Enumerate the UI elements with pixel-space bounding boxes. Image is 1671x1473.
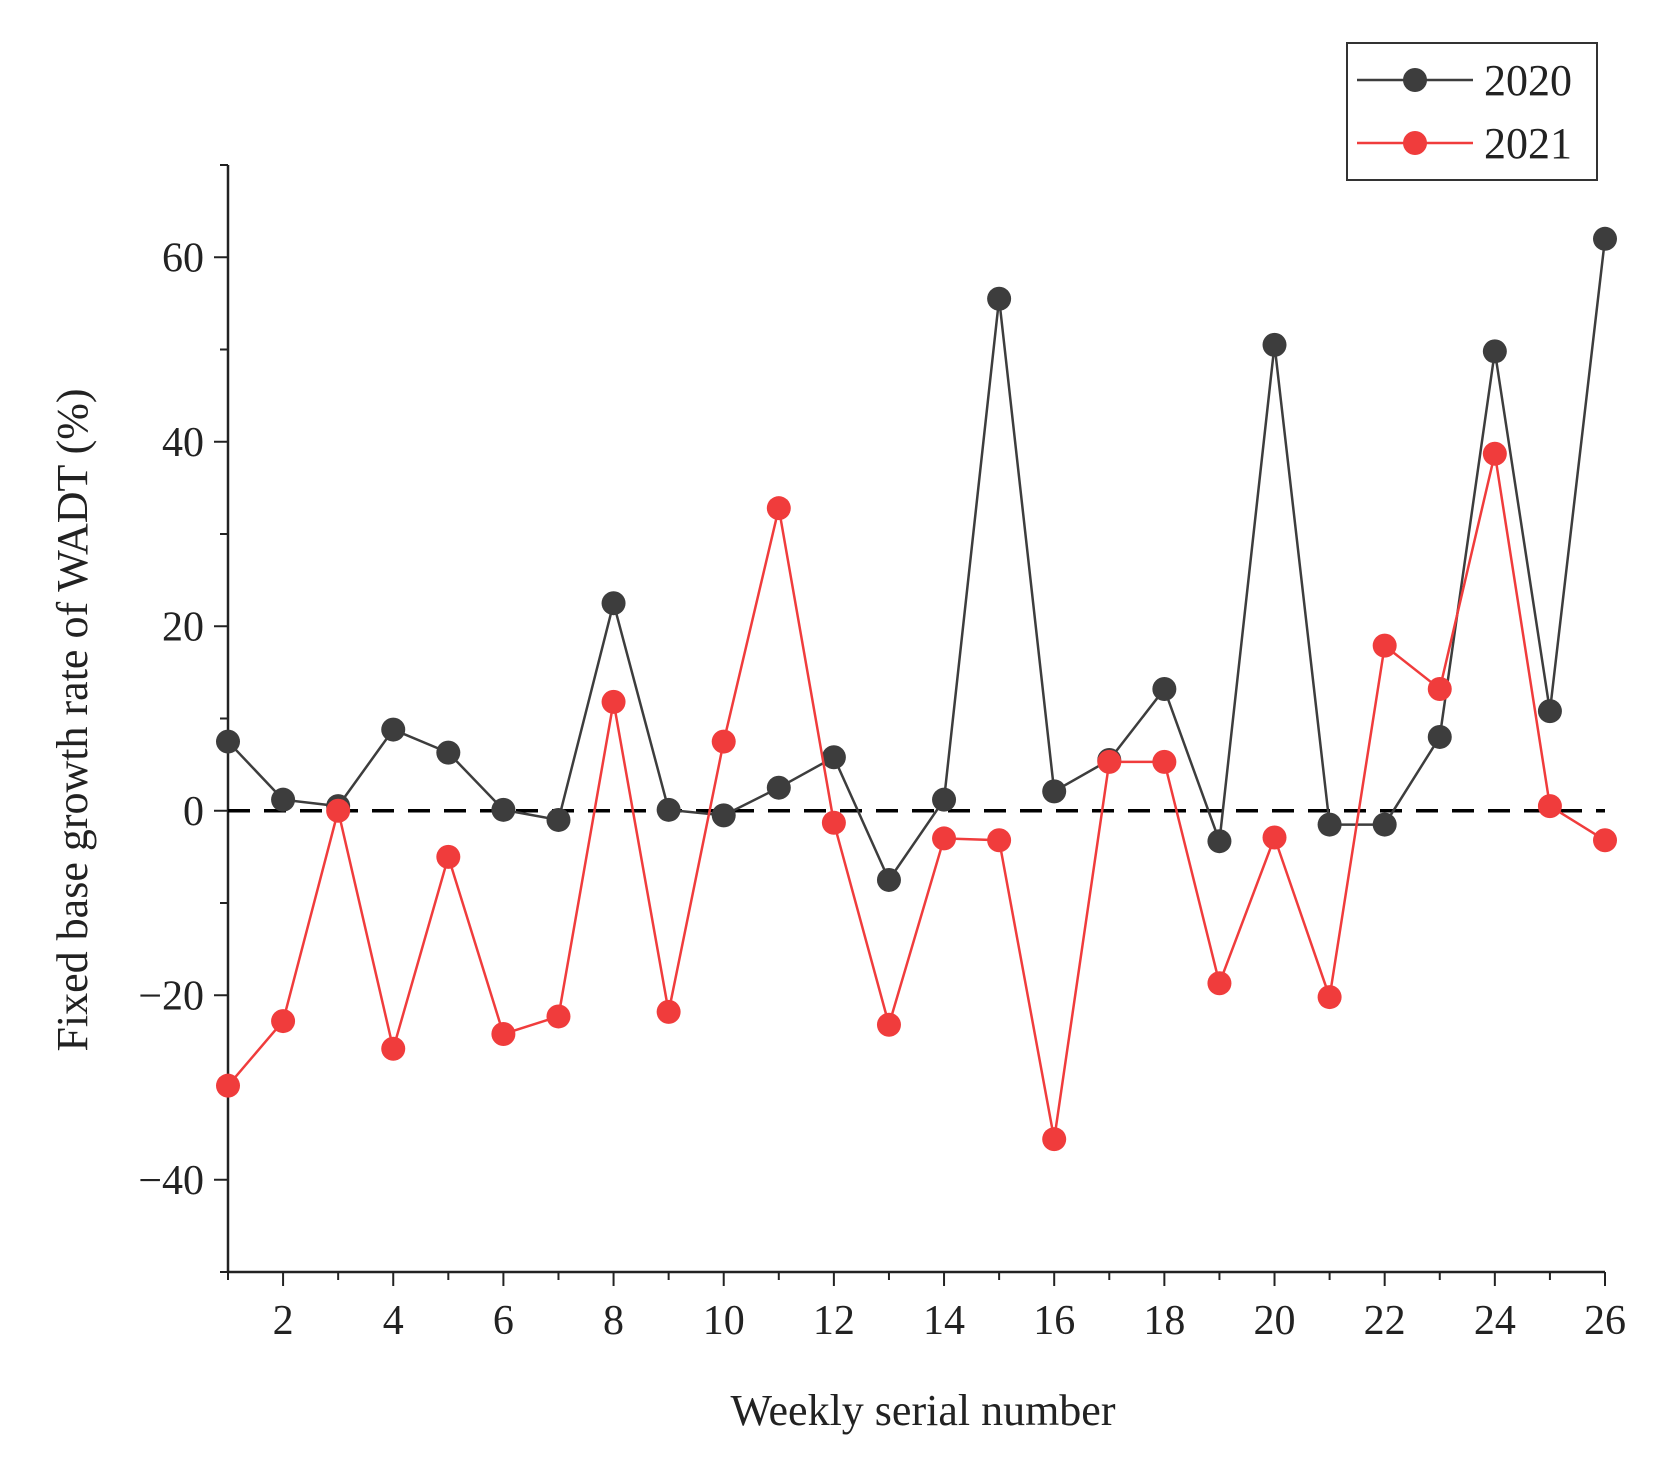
x-tick-label: 2	[273, 1298, 294, 1344]
x-tick-label: 4	[383, 1298, 404, 1344]
data-point-2020	[1593, 226, 1617, 251]
y-tick-label: 60	[162, 235, 204, 281]
x-tick-label: 6	[493, 1298, 514, 1344]
data-point-2020	[546, 807, 571, 832]
data-point-2020	[1427, 724, 1452, 749]
series-2021	[216, 441, 1617, 1152]
y-tick-label: 40	[162, 420, 204, 466]
data-point-2021	[766, 496, 791, 521]
data-point-2021	[491, 1021, 516, 1046]
data-point-2021	[711, 729, 736, 754]
data-point-2021	[216, 1073, 240, 1098]
legend-label-2021: 2021	[1484, 119, 1572, 168]
legend-marker-2021	[1403, 131, 1427, 155]
data-point-2021	[381, 1036, 406, 1061]
data-point-2020	[1152, 676, 1177, 701]
data-point-2021	[1152, 749, 1177, 774]
data-point-2021	[1537, 794, 1562, 819]
data-point-2020	[656, 797, 681, 822]
series-line-2021	[227, 453, 1606, 1140]
data-point-2021	[1372, 633, 1397, 658]
legend: 2020 2021	[1346, 42, 1598, 181]
data-point-2021	[821, 810, 846, 835]
y-tick-label: 20	[162, 604, 204, 650]
data-point-2021	[546, 1004, 571, 1029]
data-point-2020	[271, 787, 296, 812]
x-tick-label: 8	[603, 1298, 624, 1344]
data-point-2020	[711, 803, 736, 828]
data-point-2020	[1207, 829, 1232, 854]
ticks	[214, 164, 1606, 1286]
x-tick-label: 22	[1364, 1298, 1406, 1344]
series-2020	[216, 226, 1617, 892]
data-point-2021	[601, 689, 626, 714]
axis-titles: Weekly serial number Fixed base growth r…	[48, 388, 1116, 1435]
x-axis-title: Weekly serial number	[731, 1386, 1116, 1435]
y-tick-label: −20	[138, 973, 204, 1019]
data-point-2021	[656, 999, 681, 1024]
data-point-2020	[491, 797, 516, 822]
data-point-2021	[1207, 971, 1232, 996]
data-point-2020	[1042, 779, 1067, 804]
legend-marker-2020	[1403, 68, 1427, 92]
data-point-2020	[436, 740, 461, 765]
series-group	[216, 226, 1617, 1152]
x-tick-label: 26	[1584, 1298, 1626, 1344]
data-point-2020	[987, 286, 1012, 311]
data-point-2021	[1593, 828, 1617, 853]
data-point-2020	[1372, 812, 1397, 837]
x-tick-label: 24	[1474, 1298, 1516, 1344]
data-point-2021	[1427, 676, 1452, 701]
series-line-2020	[227, 238, 1607, 883]
data-point-2020	[932, 787, 957, 812]
x-tick-label: 10	[703, 1298, 745, 1344]
x-tick-label: 16	[1033, 1298, 1075, 1344]
legend-box	[1346, 42, 1598, 181]
data-point-2021	[271, 1009, 296, 1034]
data-point-2021	[1317, 985, 1342, 1010]
x-tick-label: 20	[1254, 1298, 1296, 1344]
data-point-2021	[876, 1012, 901, 1037]
data-point-2021	[1262, 825, 1287, 850]
data-point-2020	[216, 729, 240, 754]
data-point-2020	[381, 717, 406, 742]
y-axis-title: Fixed base growth rate of WADT (%)	[48, 388, 97, 1051]
x-tick-label: 14	[923, 1298, 965, 1344]
data-point-2021	[1482, 441, 1507, 466]
legend-label-2020: 2020	[1484, 56, 1572, 105]
data-point-2020	[1482, 339, 1507, 364]
data-point-2020	[821, 745, 846, 770]
data-point-2021	[1042, 1127, 1067, 1152]
data-point-2020	[601, 591, 626, 616]
data-point-2020	[876, 867, 901, 892]
y-tick-label: 0	[183, 789, 204, 835]
data-point-2021	[987, 828, 1012, 853]
data-point-2020	[1537, 699, 1562, 724]
data-point-2020	[1262, 332, 1287, 357]
data-point-2021	[1097, 749, 1122, 774]
axes	[226, 165, 1605, 1274]
data-point-2021	[326, 798, 351, 823]
x-tick-label: 18	[1143, 1298, 1185, 1344]
data-point-2020	[766, 775, 791, 800]
y-tick-label: −40	[138, 1158, 204, 1204]
data-point-2020	[1317, 812, 1342, 837]
data-point-2021	[436, 844, 461, 869]
data-point-2021	[932, 826, 957, 851]
x-tick-label: 12	[813, 1298, 855, 1344]
